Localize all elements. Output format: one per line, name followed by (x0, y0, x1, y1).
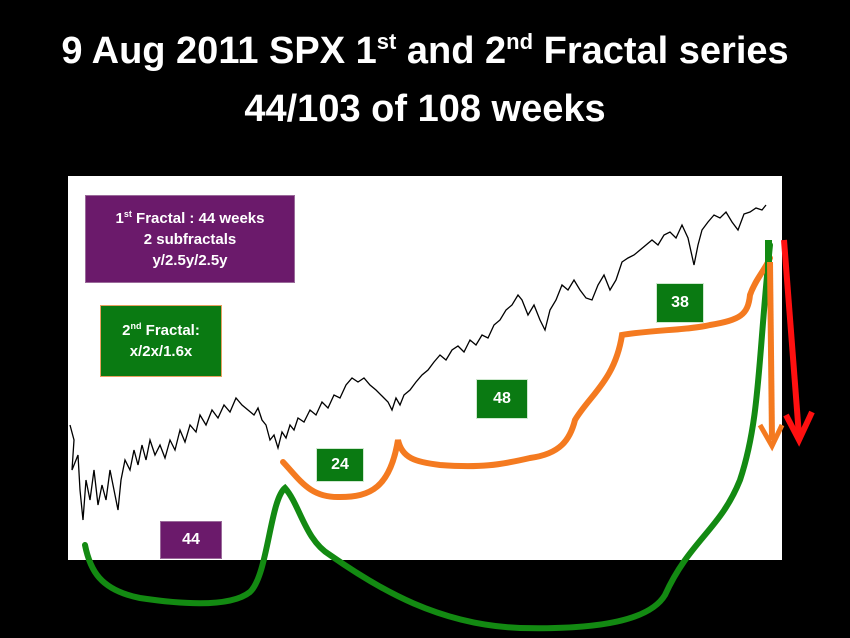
title-line-2: 44/103 of 108 weeks (244, 88, 606, 130)
title-text: Fractal series (533, 30, 789, 72)
period-label: 38 (656, 283, 704, 323)
box-text: Fractal : 44 weeks (131, 209, 265, 227)
orange-fractal-curve (280, 255, 773, 501)
period-label: 48 (476, 379, 528, 419)
red-arrow-shaft (781, 239, 802, 437)
period-label: 24 (316, 448, 364, 482)
box-line: 2nd Fractal: (101, 320, 221, 341)
title-superscript: nd (506, 29, 534, 54)
box-superscript: nd (130, 321, 142, 331)
box-line: 1st Fractal : 44 weeks (86, 208, 294, 229)
title-text: and 2 (396, 30, 507, 72)
orange-arrow-head (757, 423, 785, 452)
red-arrow-head (783, 410, 815, 447)
box-text: 1 (115, 209, 124, 227)
box-line: y/2.5y/2.5y (152, 251, 228, 269)
box-superscript: st (123, 208, 132, 219)
box-line: x/2x/1.6x (129, 343, 193, 360)
box-text: 2 (122, 322, 131, 339)
title-superscript: st (376, 29, 397, 54)
title-text: 9 Aug 2011 SPX 1 (61, 30, 377, 72)
box-line: 2 subfractals (143, 230, 237, 248)
green-fractal-curve (82, 242, 773, 632)
period-label: 44 (160, 521, 222, 559)
second-fractal-box: 2nd Fractal: x/2x/1.6x (100, 305, 222, 377)
orange-arrow-shaft (767, 261, 775, 441)
price-series (69, 204, 767, 521)
box-text: Fractal: (141, 322, 200, 339)
title-line-1: 9 Aug 2011 SPX 1st and 2nd Fractal serie… (0, 30, 850, 73)
first-fractal-box: 1st Fractal : 44 weeks 2 subfractals y/2… (85, 195, 295, 283)
